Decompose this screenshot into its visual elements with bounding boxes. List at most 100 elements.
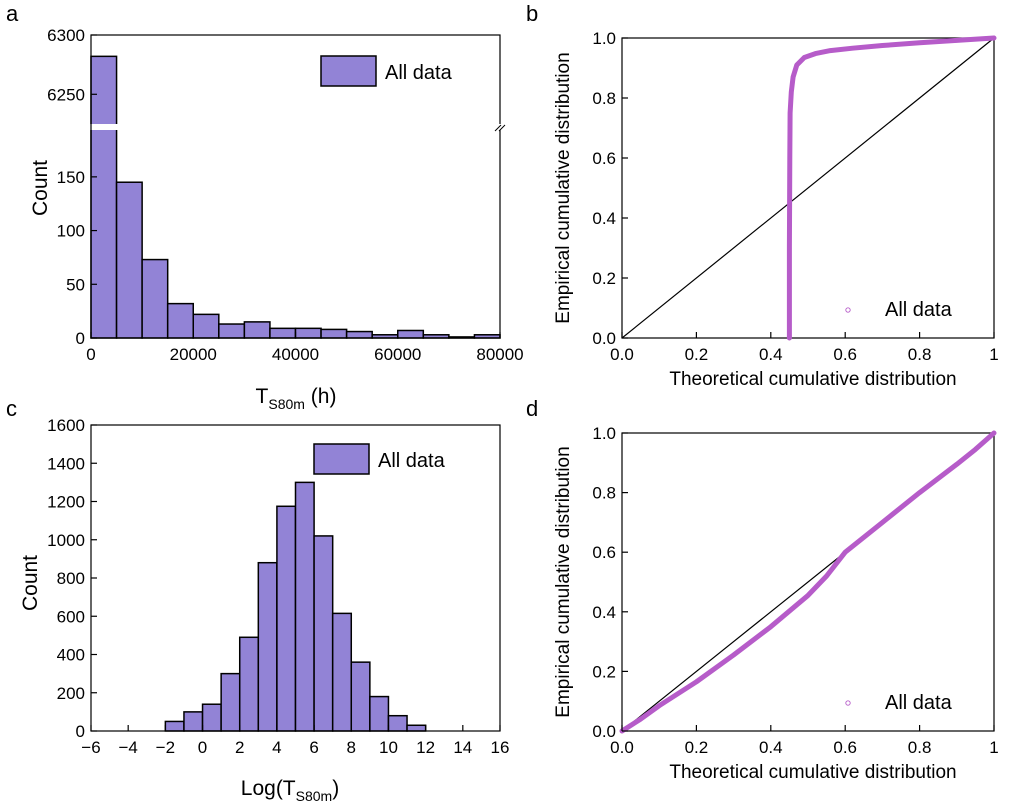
- y-axis-title: Empirical cumulative distribution: [553, 52, 574, 323]
- y-tick-label: 0: [76, 329, 85, 348]
- data-point: [880, 43, 885, 48]
- reference-line: [621, 37, 995, 339]
- y-tick-label: 0.6: [592, 543, 616, 562]
- data-point: [813, 51, 818, 56]
- histogram-bar: [183, 711, 204, 732]
- y-tick-label: 0.0: [592, 329, 616, 348]
- x-tick-label: 80000: [476, 345, 523, 364]
- x-tick-label: 20000: [170, 345, 217, 364]
- data-point: [768, 624, 773, 629]
- legend-label: All data: [385, 62, 453, 84]
- panel-b: 0.0 0.2 0.4 0.6 0.8 1 0.0 0.2 0.4 0.6 0.8 1.0 Empiri…: [526, 1, 999, 390]
- data-point: [991, 430, 997, 436]
- legend-label: All data: [885, 299, 953, 321]
- x-tick-label: 0.0: [610, 345, 634, 364]
- histogram-bar: [166, 302, 194, 339]
- y-tick-label: 800: [57, 569, 85, 588]
- y-tick-label: 1.0: [592, 29, 616, 48]
- x-tick-label: 14: [453, 738, 472, 757]
- panel-a: 0 20000 40000 60000 80000 0 50 100 150 6250 6300 Co…: [6, 1, 524, 412]
- y-tick-label: 1.0: [592, 424, 616, 443]
- y-tick-label: 1200: [47, 493, 85, 512]
- y-tick-label: 0.8: [592, 89, 616, 108]
- x-tick-label: −6: [81, 738, 100, 757]
- y-tick-label: 150: [57, 168, 85, 187]
- data-point: [828, 48, 833, 53]
- x-axis-title: Theoretical cumulative distribution: [669, 762, 956, 783]
- data-point: [805, 593, 811, 598]
- y-tick-label: 50: [66, 275, 85, 294]
- x-axis-title-unit: ): [332, 777, 339, 800]
- data-point: [917, 40, 922, 45]
- x-tick-label: 0.6: [833, 345, 857, 364]
- x-tick-label: 8: [347, 738, 356, 757]
- y-tick-label: 1400: [47, 454, 85, 473]
- x-axis-title-sub: S80m: [268, 396, 305, 412]
- data-point: [789, 89, 794, 95]
- axis-break-mark: [498, 124, 506, 132]
- histogram-bar: [406, 724, 427, 732]
- x-tick-label: 0.2: [685, 345, 709, 364]
- x-tick-label: −4: [118, 738, 137, 757]
- y-tick-label: 1600: [47, 416, 85, 435]
- data-point: [731, 652, 736, 658]
- plot-frame: [621, 37, 995, 339]
- x-axis-title-main: Log(T: [241, 777, 296, 800]
- histogram-bar: [269, 327, 297, 339]
- y-tick-label: 600: [57, 607, 85, 626]
- x-tick-label: 0.2: [685, 738, 709, 757]
- x-tick-label: 0.8: [908, 738, 932, 757]
- histogram-bar: [141, 258, 169, 339]
- panel-label-a: a: [6, 1, 19, 26]
- legend-marker: [845, 307, 851, 313]
- legend-marker: [845, 700, 851, 706]
- data-point: [787, 245, 792, 251]
- histogram-bar: [257, 561, 278, 732]
- y-tick-label: 0.4: [592, 603, 616, 622]
- histogram-bar: [320, 328, 348, 339]
- x-tick-label: 0.6: [833, 738, 857, 757]
- histogram-bar: [238, 636, 260, 732]
- data-point: [790, 74, 796, 80]
- data-point: [973, 447, 978, 452]
- histogram-bar: [218, 323, 246, 339]
- y-tick-label: 400: [57, 646, 85, 665]
- x-tick-label: −2: [156, 738, 175, 757]
- histogram-bar: [313, 535, 334, 732]
- histogram-bar: [345, 330, 373, 339]
- y-axis-title: Count: [19, 555, 42, 611]
- y-tick-label: 0.0: [592, 722, 616, 741]
- data-point: [991, 35, 997, 41]
- axis-break-gap: [87, 124, 123, 130]
- data-point: [787, 110, 793, 116]
- data-point: [917, 490, 922, 495]
- x-axis-title-unit: (h): [305, 385, 337, 408]
- y-tick-label: 100: [57, 222, 85, 241]
- data-point: [880, 520, 885, 525]
- y-tick-label: 0.8: [592, 484, 616, 503]
- data-point: [657, 703, 662, 708]
- panel-label-d: d: [526, 396, 538, 421]
- panel-label-b: b: [526, 1, 538, 26]
- y-tick-label: 1000: [47, 531, 85, 550]
- x-tick-label: 0.4: [759, 345, 783, 364]
- histogram-bar: [294, 481, 315, 732]
- histogram-bar: [331, 612, 353, 732]
- x-tick-label: 0.0: [610, 738, 634, 757]
- data-point: [850, 46, 855, 51]
- y-tick-label: 6250: [47, 85, 85, 104]
- data-point: [954, 38, 959, 43]
- x-tick-label: 12: [416, 738, 435, 757]
- histogram-bar: [115, 181, 143, 339]
- data-point: [787, 155, 792, 161]
- x-tick-label: 40000: [272, 345, 319, 364]
- x-tick-label: 6: [309, 738, 318, 757]
- x-tick-label: 1: [989, 738, 998, 757]
- x-tick-label: 1: [989, 345, 998, 364]
- legend-label: All data: [885, 692, 953, 714]
- histogram-bar: [243, 321, 271, 339]
- legend-swatch: [320, 55, 377, 87]
- data-point: [694, 679, 699, 685]
- x-tick-label: 0: [86, 345, 95, 364]
